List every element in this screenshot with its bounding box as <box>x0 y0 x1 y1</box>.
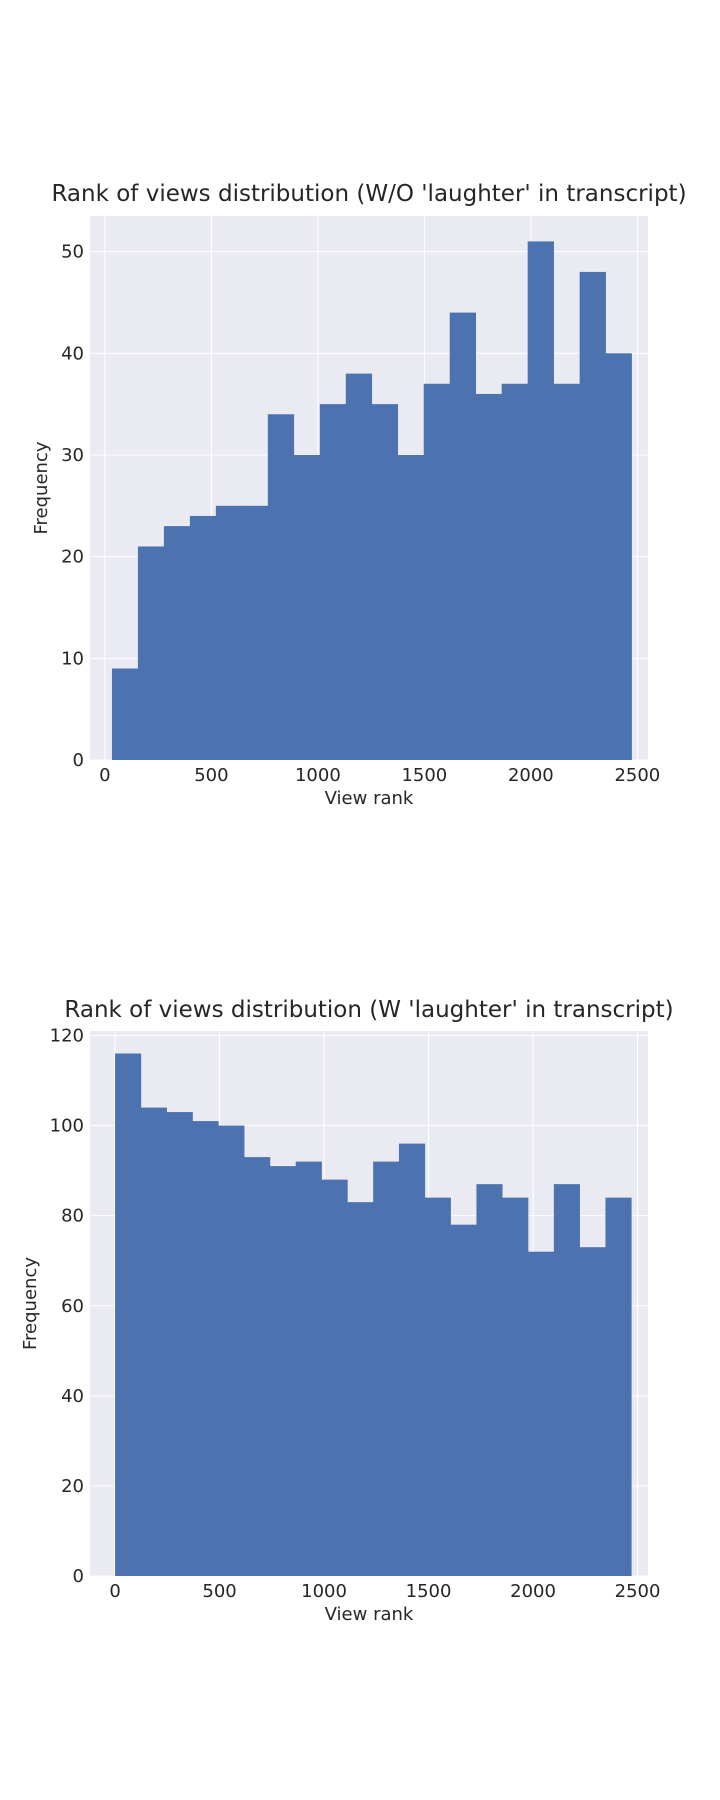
histogram-bar <box>502 1197 529 1576</box>
histogram-bar <box>140 1107 167 1576</box>
histogram-bar <box>397 454 425 760</box>
histogram-bar <box>347 1202 374 1576</box>
chart-bottom: 0 500 1000 1500 2000 2500 0 20 40 60 80 100 120 Rank … <box>20 997 674 1625</box>
histogram-bar <box>295 1161 322 1576</box>
y-tick-label: 30 <box>61 445 84 466</box>
x-tick-label: 1000 <box>295 765 341 786</box>
histogram-bar <box>345 373 373 760</box>
histogram-bar <box>579 271 606 760</box>
histogram-bar <box>192 1121 219 1576</box>
histogram-bar <box>501 383 528 760</box>
y-tick-label: 20 <box>61 547 84 568</box>
histogram-bar <box>115 1053 142 1576</box>
histogram-bar <box>579 1247 606 1576</box>
histogram-bar <box>166 1112 193 1576</box>
y-axis-label: Frequency <box>31 441 52 534</box>
histogram-bar <box>189 515 217 760</box>
histogram-bar <box>163 526 191 760</box>
histogram-bar <box>111 668 139 760</box>
x-axis-label: View rank <box>325 788 414 809</box>
histogram-bar <box>398 1143 426 1576</box>
x-tick-label: 1500 <box>406 1581 452 1602</box>
histogram-bar <box>215 505 243 760</box>
x-tick-label: 1000 <box>301 1581 347 1602</box>
histogram-bar <box>476 1184 503 1576</box>
histogram-bar <box>319 404 347 760</box>
histogram-bar <box>423 383 451 760</box>
x-tick-label: 2500 <box>615 1581 661 1602</box>
histogram-bar <box>527 241 554 761</box>
y-tick-label: 10 <box>61 648 84 669</box>
histogram-bar <box>267 414 295 760</box>
x-axis-label: View rank <box>325 1604 414 1625</box>
histogram-bar <box>371 404 399 760</box>
x-tick-label: 2500 <box>614 765 660 786</box>
y-tick-label: 40 <box>61 343 84 364</box>
y-tick-label: 0 <box>73 1566 84 1587</box>
histogram-bar <box>605 1197 632 1576</box>
histogram-bar <box>553 383 580 760</box>
x-tick-label: 2000 <box>510 1581 556 1602</box>
y-tick-label: 80 <box>61 1206 84 1227</box>
y-tick-label: 40 <box>61 1386 84 1407</box>
x-tick-label: 0 <box>99 765 110 786</box>
histogram-bar <box>241 505 269 760</box>
histogram-bar <box>475 393 502 760</box>
y-tick-label: 50 <box>61 242 84 263</box>
y-tick-label: 120 <box>50 1026 84 1047</box>
histogram-bar <box>269 1166 297 1576</box>
chart-top: 0 500 1000 1500 2000 2500 0 10 20 30 40 50 Rank of v… <box>31 181 687 809</box>
x-tick-label: 1500 <box>401 765 447 786</box>
histogram-bar <box>218 1125 245 1576</box>
histogram-bar <box>293 454 321 760</box>
histogram-bar <box>137 546 165 760</box>
histogram-bar <box>450 1224 477 1576</box>
histogram-bar <box>424 1197 451 1576</box>
histogram-bar <box>321 1179 348 1576</box>
histogram-bar <box>553 1184 580 1576</box>
histogram-bar <box>528 1251 555 1576</box>
x-tick-label: 500 <box>202 1581 236 1602</box>
chart-title: Rank of views distribution (W/O 'laughte… <box>51 181 686 207</box>
histogram-bar <box>605 353 632 760</box>
y-tick-label: 20 <box>61 1476 84 1497</box>
y-axis-label: Frequency <box>20 1257 41 1350</box>
y-tick-label: 60 <box>61 1296 84 1317</box>
x-tick-label: 0 <box>109 1581 120 1602</box>
y-tick-label: 0 <box>73 750 84 771</box>
histogram-bar <box>244 1157 271 1576</box>
y-tick-label: 100 <box>50 1116 84 1137</box>
x-tick-label: 2000 <box>508 765 554 786</box>
x-tick-label: 500 <box>194 765 228 786</box>
histogram-bar <box>449 312 477 760</box>
chart-title: Rank of views distribution (W 'laughter'… <box>64 997 673 1023</box>
histogram-bar <box>373 1161 400 1576</box>
